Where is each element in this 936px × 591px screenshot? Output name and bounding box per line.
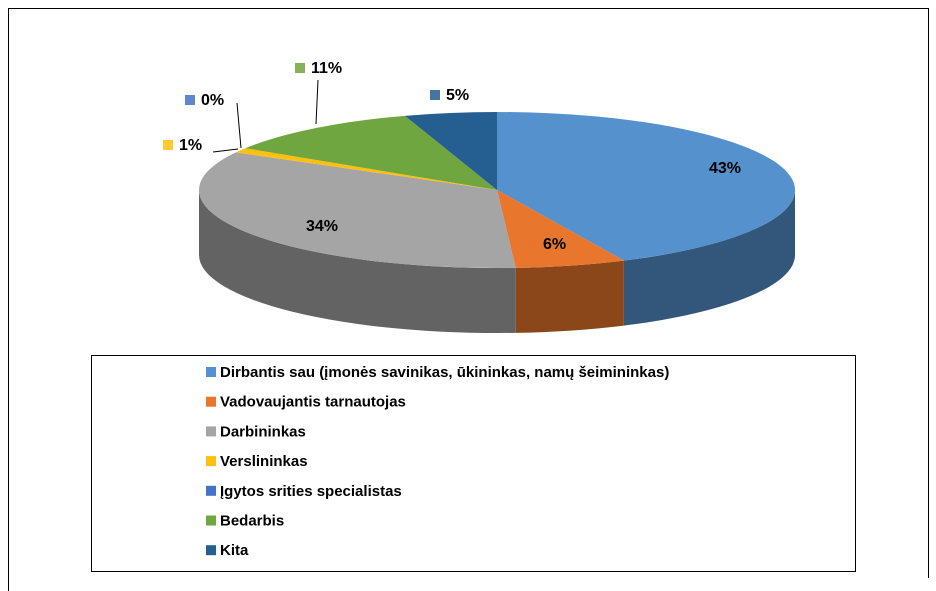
slice-side bbox=[623, 190, 795, 326]
legend-swatch bbox=[206, 545, 216, 556]
legend-swatch bbox=[206, 485, 216, 496]
leader-line bbox=[315, 79, 319, 125]
data-label: 11% bbox=[311, 60, 342, 77]
label-swatch bbox=[430, 90, 440, 100]
legend-swatch bbox=[206, 515, 216, 526]
slice bbox=[198, 152, 516, 269]
slice bbox=[404, 112, 497, 190]
data-label: 6% bbox=[543, 236, 566, 253]
frame bbox=[8, 8, 929, 591]
legend-label: Dirbantis sau (įmonės savinikas, ūkinink… bbox=[220, 364, 669, 381]
legend-swatch bbox=[206, 396, 216, 407]
slice bbox=[497, 112, 795, 261]
data-label: 0% bbox=[201, 92, 224, 109]
leader-line bbox=[212, 148, 239, 153]
data-label: 43% bbox=[709, 160, 741, 177]
label-swatch bbox=[295, 63, 305, 73]
legend-label: Bedarbis bbox=[220, 512, 284, 529]
legend-label: Verslininkas bbox=[220, 453, 308, 470]
slice bbox=[245, 148, 497, 190]
label-swatch bbox=[163, 140, 173, 150]
label-swatch bbox=[290, 221, 300, 231]
legend-label: Įgytos srities specialistas bbox=[220, 483, 402, 500]
legend-label: Darbininkas bbox=[220, 423, 306, 440]
data-label: 1% bbox=[179, 137, 202, 154]
legend-label: Vadovaujantis tarnautojas bbox=[220, 394, 406, 411]
leader-line bbox=[236, 102, 242, 149]
data-label: 5% bbox=[446, 87, 469, 104]
slice-side bbox=[199, 190, 516, 333]
legend-swatch bbox=[206, 426, 216, 437]
label-swatch bbox=[185, 95, 195, 105]
legend-label: Kita bbox=[220, 542, 249, 559]
legend-box bbox=[91, 355, 856, 572]
slice bbox=[245, 115, 497, 190]
slice bbox=[235, 148, 498, 190]
legend-swatch bbox=[206, 367, 216, 377]
data-label: 34% bbox=[306, 218, 338, 235]
label-swatch bbox=[693, 163, 703, 173]
slice-side bbox=[515, 260, 624, 333]
legend-swatch bbox=[206, 456, 216, 467]
label-swatch bbox=[527, 239, 537, 249]
